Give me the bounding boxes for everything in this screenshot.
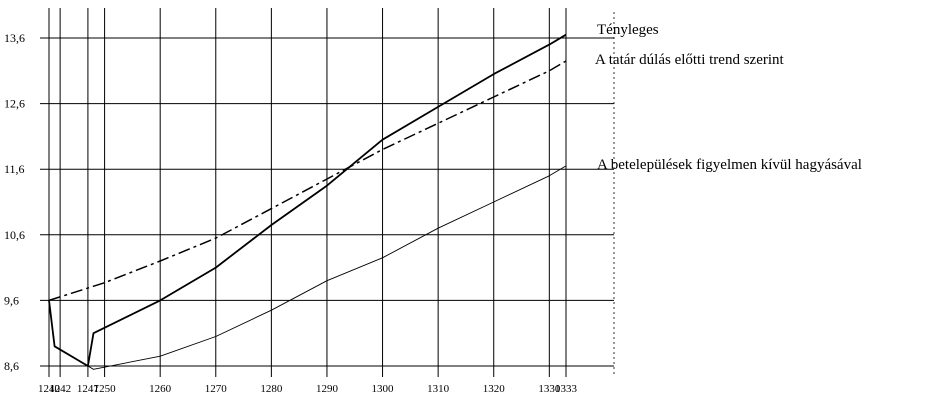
y-tick-label: 8,6	[4, 359, 19, 373]
y-tick-label: 9,6	[4, 293, 19, 307]
y-tick-label: 12,6	[4, 97, 25, 111]
series-line-2	[48, 60, 567, 302]
series-labels: Tényleges A tatár dúlás előtti trend szer…	[595, 22, 862, 173]
y-tick-label: 11,6	[4, 162, 25, 176]
series-line-1	[48, 33, 567, 367]
x-tick-label: 1280	[260, 383, 283, 395]
grid-lines	[40, 8, 615, 377]
x-tick-label: 1247	[77, 383, 100, 395]
x-tick-label: 1300	[372, 383, 395, 395]
x-tick-label: 1310	[427, 383, 450, 395]
series-label-3: A betelepülések figyelmen kívül hagyásáv…	[597, 157, 862, 173]
x-tick-label: 1330	[538, 383, 561, 395]
series-label-1: Tényleges	[597, 22, 659, 38]
x-tick-label: 1240	[38, 383, 61, 395]
series-lines	[48, 33, 567, 370]
y-tick-label: 13,6	[4, 31, 25, 45]
x-tick-label: 1250	[94, 383, 117, 395]
x-tick-label: 1320	[483, 383, 506, 395]
series-line-3	[87, 165, 567, 370]
x-tick-label: 1270	[205, 383, 228, 395]
series-label-2: A tatár dúlás előtti trend szerint	[595, 52, 785, 68]
x-tick-label: 1333	[555, 383, 578, 395]
y-tick-label: 10,6	[4, 228, 25, 242]
x-tick-label: 1260	[149, 383, 172, 395]
x-tick-label: 1242	[49, 383, 71, 395]
y-tick-labels: 8,6 9,6 10,6 11,6 12,6 13,6	[4, 31, 25, 373]
x-tick-label: 1290	[316, 383, 339, 395]
